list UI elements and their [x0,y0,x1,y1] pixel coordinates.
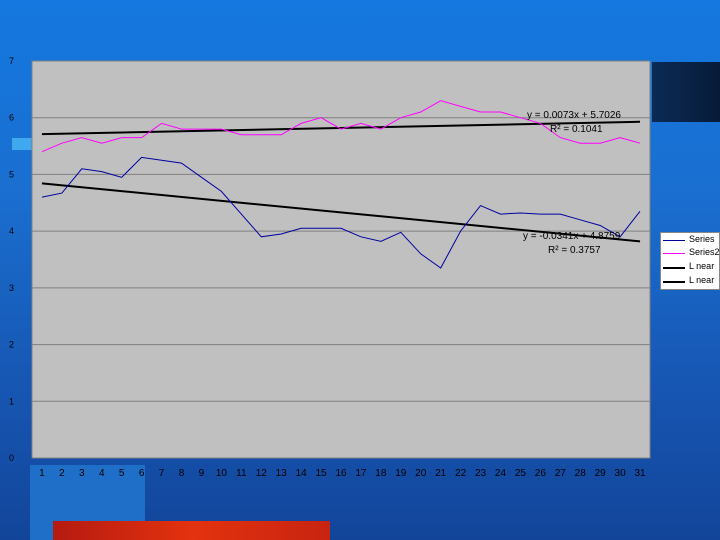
y-tick-label: 4 [9,226,14,236]
legend-swatch [663,267,685,269]
x-tick-label: 16 [335,468,347,479]
legend-swatch [663,281,685,283]
y-tick-label: 5 [9,169,14,179]
x-tick-label: 1 [39,468,45,479]
x-tick-label: 4 [99,468,105,479]
y-tick-label: 7 [9,56,14,66]
x-tick-label: 29 [595,468,607,479]
x-tick-label: 18 [375,468,387,479]
legend-swatch [663,253,685,254]
x-tick-label: 20 [415,468,427,479]
y-tick-label: 2 [9,340,14,350]
trend-r2-2: R² = 0.3757 [548,245,601,256]
x-tick-label: 23 [475,468,487,479]
y-tick-label: 1 [9,396,14,406]
x-tick-label: 6 [139,468,145,479]
x-tick-label: 31 [634,468,646,479]
x-tick-label: 11 [236,468,247,479]
x-tick-label: 17 [355,468,367,479]
x-tick-label: 13 [276,468,288,479]
accent-bar [53,521,330,540]
x-tick-label: 10 [216,468,228,479]
legend-item: L near [663,275,719,287]
x-tick-label: 26 [535,468,547,479]
series-line [41,100,641,153]
x-tick-label: 2 [59,468,65,479]
x-tick-label: 8 [179,468,185,479]
legend-swatch [663,240,685,241]
trend-r2-1: R² = 0.1041 [550,124,603,135]
trendline [41,182,641,243]
x-tick-label: 28 [575,468,587,479]
x-tick-label: 15 [316,468,328,479]
x-tick-label: 22 [455,468,467,479]
trend-equation-2: y = -0.0341x + 4.8759 [523,231,621,242]
legend-label: Series2 [689,247,720,257]
legend-item: Series [663,234,719,246]
x-tick-label: 7 [159,468,165,479]
legend-label: Series [689,234,715,244]
x-tick-label: 3 [79,468,85,479]
x-tick-label: 30 [615,468,627,479]
y-tick-label: 3 [9,283,14,293]
x-tick-label: 14 [296,468,308,479]
x-tick-label: 12 [256,468,268,479]
x-tick-label: 24 [495,468,507,479]
slide-accent [12,138,32,150]
trend-equation-1: y = 0.0073x + 5.7026 [527,110,621,121]
x-tick-label: 21 [435,468,447,479]
legend-item: Series2 [663,247,720,259]
x-tick-label: 27 [555,468,567,479]
x-tick-label: 25 [515,468,527,479]
series-line [41,156,641,269]
background-block [652,62,720,122]
x-tick-label: 19 [395,468,407,479]
y-tick-label: 0 [9,453,14,463]
legend-label: L near [689,261,715,271]
x-tick-label: 5 [119,468,125,479]
legend-item: L near [663,261,719,273]
y-tick-label: 6 [9,113,14,123]
x-tick-label: 9 [199,468,205,479]
legend-label: L near [689,275,715,285]
chart-legend: Series Series2 L near L near [660,232,720,290]
